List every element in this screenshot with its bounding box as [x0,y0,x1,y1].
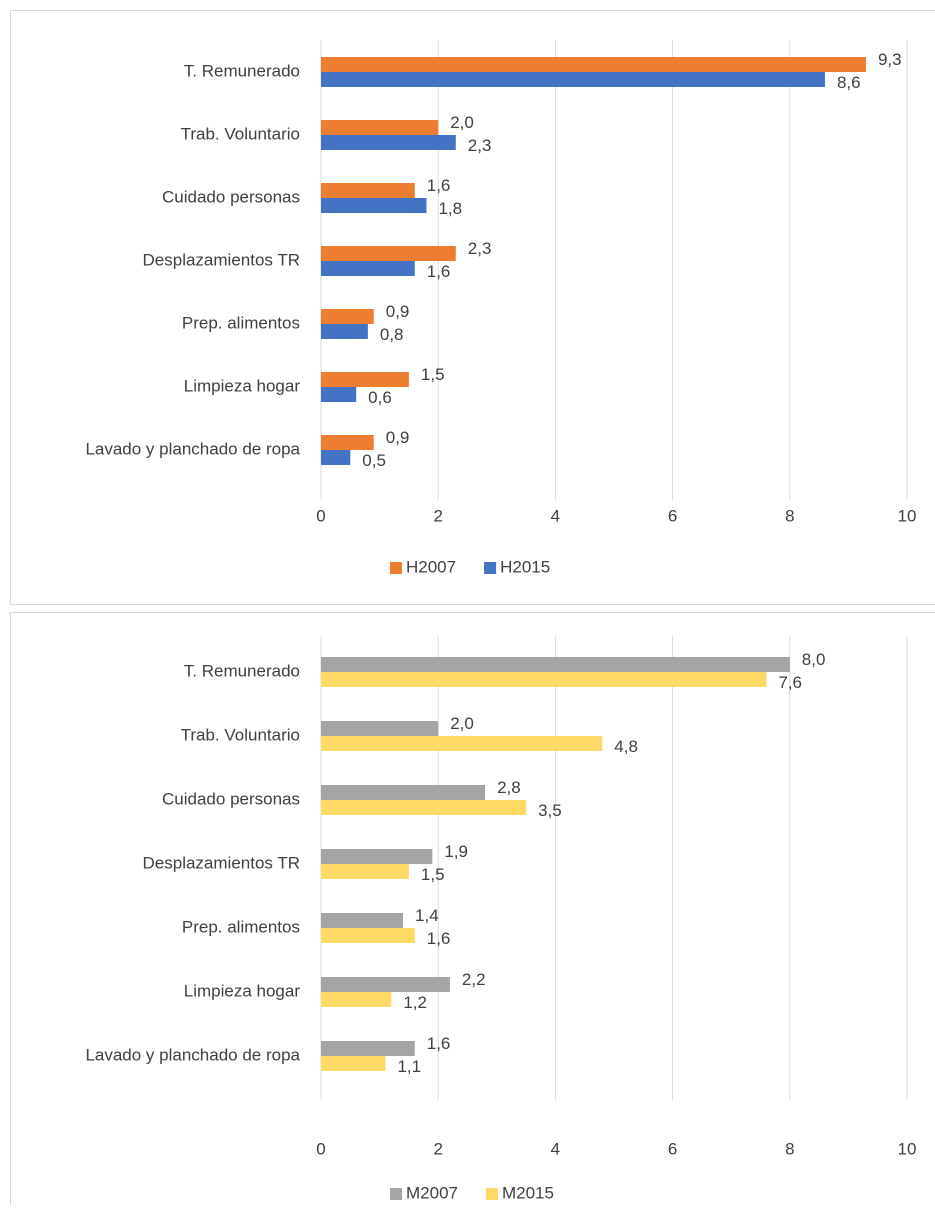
data-label: 9,3 [878,50,902,69]
data-label: 0,9 [386,428,410,447]
x-tick-label: 6 [668,1139,677,1158]
bar [321,435,374,450]
data-label: 2,3 [468,136,492,155]
legend-swatch [390,562,402,574]
bar [321,198,426,213]
x-tick-label: 10 [898,506,917,525]
bar [321,246,456,261]
y-tick-label: Limpieza hogar [184,376,301,395]
data-label: 1,6 [427,176,451,195]
bar [321,1056,385,1071]
x-tick-label: 4 [551,506,560,525]
x-tick-label: 8 [785,506,794,525]
data-label: 2,0 [450,113,474,132]
x-tick-label: 2 [433,506,442,525]
bar [321,324,368,339]
bar [321,977,450,992]
bar [321,992,391,1007]
x-tick-label: 6 [668,506,677,525]
legend-label: M2007 [406,1183,458,1202]
data-label: 1,1 [397,1057,421,1076]
bar [321,736,602,751]
bar [321,183,415,198]
data-label: 1,5 [421,365,445,384]
legend-label: M2015 [502,1183,554,1202]
x-tick-label: 2 [433,1139,442,1158]
data-label: 0,6 [368,388,392,407]
y-tick-label: Cuidado personas [162,187,300,206]
y-tick-label: Prep. alimentos [182,917,300,936]
bar [321,450,350,465]
bar [321,72,825,87]
data-label: 4,8 [614,737,638,756]
bar [321,120,438,135]
data-label: 1,8 [438,199,462,218]
data-label: 8,6 [837,73,861,92]
x-tick-label: 10 [898,1139,917,1158]
legend-label: H2015 [500,557,550,576]
x-tick-label: 0 [316,506,325,525]
bar [321,309,374,324]
data-label: 2,0 [450,714,474,733]
y-tick-label: T. Remunerado [184,661,300,680]
y-tick-label: Lavado y planchado de ropa [85,1045,300,1064]
x-tick-label: 8 [785,1139,794,1158]
y-tick-label: Desplazamientos TR [143,853,300,872]
legend-swatch [390,1188,402,1200]
y-tick-label: T. Remunerado [184,61,300,80]
y-tick-label: Lavado y planchado de ropa [85,439,300,458]
data-label: 1,4 [415,906,439,925]
x-tick-label: 0 [316,1139,325,1158]
data-label: 2,8 [497,778,521,797]
bar [321,387,356,402]
data-label: 7,6 [778,673,802,692]
y-tick-label: Trab. Voluntario [181,725,300,744]
data-label: 0,8 [380,325,404,344]
legend-swatch [486,1188,498,1200]
bar [321,657,790,672]
bar [321,913,403,928]
data-label: 1,2 [403,993,427,1012]
data-label: 1,9 [444,842,468,861]
x-tick-label: 4 [551,1139,560,1158]
bar [321,1041,415,1056]
y-tick-label: Cuidado personas [162,789,300,808]
data-label: 1,5 [421,865,445,884]
legend-swatch [484,562,496,574]
y-tick-label: Limpieza hogar [184,981,301,1000]
data-label: 2,2 [462,970,486,989]
bar [321,721,438,736]
data-label: 0,9 [386,302,410,321]
legend-label: H2007 [406,557,456,576]
bar [321,57,866,72]
bar [321,372,409,387]
data-label: 0,5 [362,451,386,470]
bar [321,135,456,150]
data-label: 3,5 [538,801,562,820]
bar [321,800,526,815]
bar [321,928,415,943]
data-label: 1,6 [427,929,451,948]
chart-frame [11,613,935,1206]
bar [321,864,409,879]
y-tick-label: Desplazamientos TR [143,250,300,269]
bar [321,849,432,864]
bar [321,785,485,800]
y-tick-label: Trab. Voluntario [181,124,300,143]
data-label: 8,0 [802,650,826,669]
chart-frame [11,11,935,605]
bar [321,261,415,276]
data-label: 1,6 [427,262,451,281]
bar [321,672,766,687]
y-tick-label: Prep. alimentos [182,313,300,332]
data-label: 1,6 [427,1034,451,1053]
data-label: 2,3 [468,239,492,258]
